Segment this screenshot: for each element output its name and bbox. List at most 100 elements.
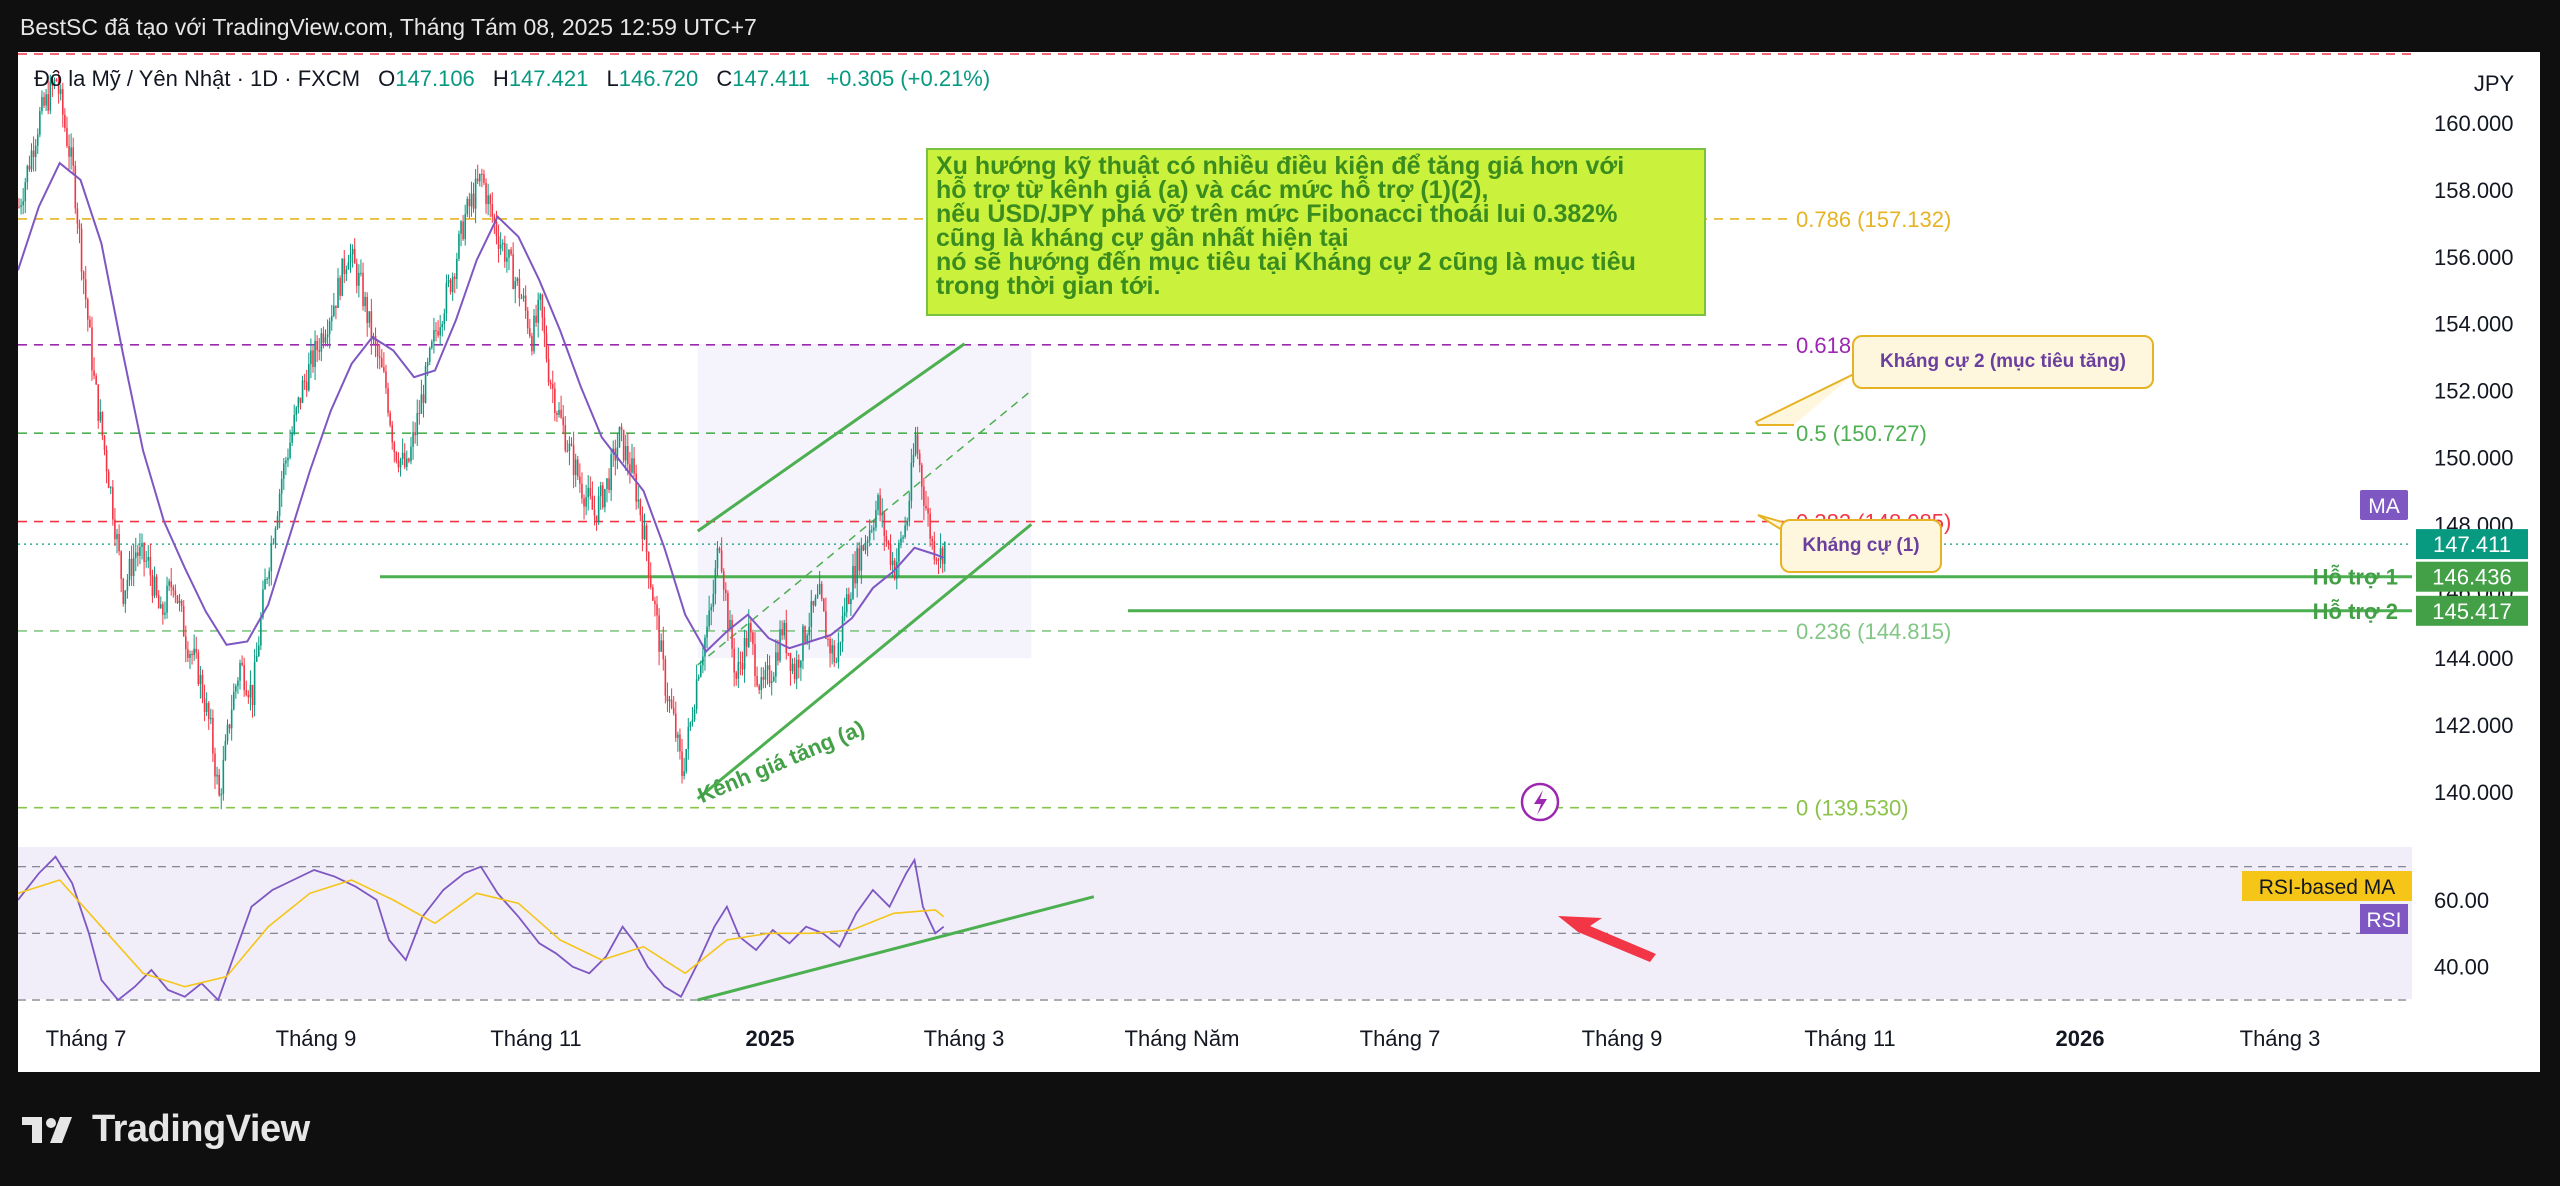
analysis-note[interactable]: Xu hướng kỹ thuật có nhiều điều kiện để …: [926, 148, 1706, 316]
candle-body: [191, 653, 193, 656]
candle-body: [218, 774, 220, 796]
candle-body: [389, 412, 391, 426]
candle-body: [134, 552, 137, 558]
candle-body: [51, 81, 54, 86]
candle-body: [493, 216, 496, 222]
candle-body: [785, 622, 788, 654]
candle-body: [174, 590, 177, 596]
rsi-badge[interactable]: [2360, 904, 2408, 934]
candle-body: [341, 258, 343, 296]
open-value: 147.106: [395, 66, 475, 91]
candle-body: [245, 689, 248, 695]
candle-body: [435, 330, 437, 332]
candle-body: [506, 257, 508, 262]
channel-mid-line: [697, 390, 1032, 666]
tradingview-logo[interactable]: TradingView: [22, 1108, 310, 1151]
resistance-2-callout[interactable]: Kháng cự 2 (mục tiêu tăng): [1852, 335, 2154, 389]
candle-body: [443, 313, 446, 325]
candle-body: [343, 258, 346, 274]
candle-body: [199, 674, 202, 685]
close-key: C: [716, 66, 733, 91]
candle-body: [639, 499, 642, 516]
candle-body: [70, 147, 72, 157]
candle-body: [766, 665, 769, 670]
candle-body: [347, 262, 350, 270]
candle-body: [287, 457, 289, 461]
candle-body: [345, 269, 348, 274]
currency-button[interactable]: JPY: [2473, 71, 2515, 96]
candle-body: [531, 336, 533, 352]
candle-body: [193, 648, 195, 656]
candle-body: [593, 509, 596, 516]
candle-body: [28, 165, 31, 170]
candle-body: [943, 541, 946, 564]
candle-body: [624, 446, 627, 461]
candle-body: [641, 515, 644, 540]
candle-body: [870, 530, 873, 532]
candle-body: [358, 272, 360, 286]
candle-body: [339, 278, 341, 296]
candle-body: [99, 412, 102, 421]
candle-body: [693, 709, 696, 720]
chart-panel[interactable]: 0.786 (157.132)0.618 (153.370)0.5 (150.7…: [18, 52, 2540, 1072]
candle-body: [658, 615, 660, 652]
candle-body: [387, 388, 389, 413]
candle-body: [597, 496, 600, 523]
candle-body: [579, 476, 581, 484]
candle-body: [522, 295, 525, 299]
candle-body: [391, 425, 394, 443]
candle-body: [508, 249, 510, 258]
high-key: H: [492, 66, 509, 91]
candle-body: [856, 548, 858, 584]
candle-body: [464, 214, 466, 240]
candle-body: [406, 458, 408, 467]
open-key: O: [378, 66, 396, 91]
candle-body: [668, 699, 671, 702]
candle-body: [49, 81, 52, 111]
candle-body: [222, 759, 225, 794]
candle-body: [410, 446, 412, 462]
candle-body: [414, 432, 416, 436]
channel-upper-line: [696, 342, 966, 533]
candle-body: [201, 674, 204, 699]
candle-body: [718, 548, 721, 551]
resistance-1-callout[interactable]: Kháng cự (1): [1780, 519, 1942, 573]
candle-body: [743, 638, 746, 670]
rsi-ma-badge[interactable]: [2242, 871, 2412, 901]
candle-body: [725, 589, 727, 594]
candle-body: [777, 652, 779, 661]
resistance-2-pointer: [1754, 373, 1855, 426]
candle-body: [55, 79, 58, 82]
candle-body: [568, 443, 571, 451]
candle-body: [839, 641, 842, 644]
candle-body: [627, 446, 629, 465]
candle-body: [731, 620, 733, 649]
candle-body: [68, 145, 70, 157]
candle-body: [762, 677, 765, 680]
candle-body: [187, 649, 189, 658]
ma-badge[interactable]: [2360, 490, 2408, 521]
candle-body: [879, 495, 881, 516]
candle-body: [481, 173, 483, 175]
candle-body: [143, 543, 145, 562]
candle-body: [291, 432, 293, 443]
time-tick-label: 2026: [2056, 1026, 2105, 1051]
candle-body: [324, 337, 327, 343]
candle-body: [30, 150, 33, 170]
symbol-name[interactable]: Đô la Mỹ / Yên Nhật · 1D · FXCM: [34, 66, 361, 91]
candle-body: [664, 659, 667, 696]
candle-body: [124, 590, 127, 604]
candle-body: [197, 652, 200, 685]
candle-body: [228, 724, 231, 729]
rsi-badge-label: RSI: [2366, 909, 2401, 932]
candle-body: [224, 740, 227, 760]
candle-body: [401, 452, 404, 459]
candle-body: [210, 717, 212, 720]
candle-body: [64, 114, 66, 128]
candle-body: [576, 459, 579, 477]
channel-shade: [697, 343, 1032, 659]
candle-body: [789, 653, 792, 672]
rsi-tick-label: 40.00: [2434, 955, 2489, 980]
candle-body: [87, 299, 89, 320]
candle-body: [147, 556, 150, 561]
